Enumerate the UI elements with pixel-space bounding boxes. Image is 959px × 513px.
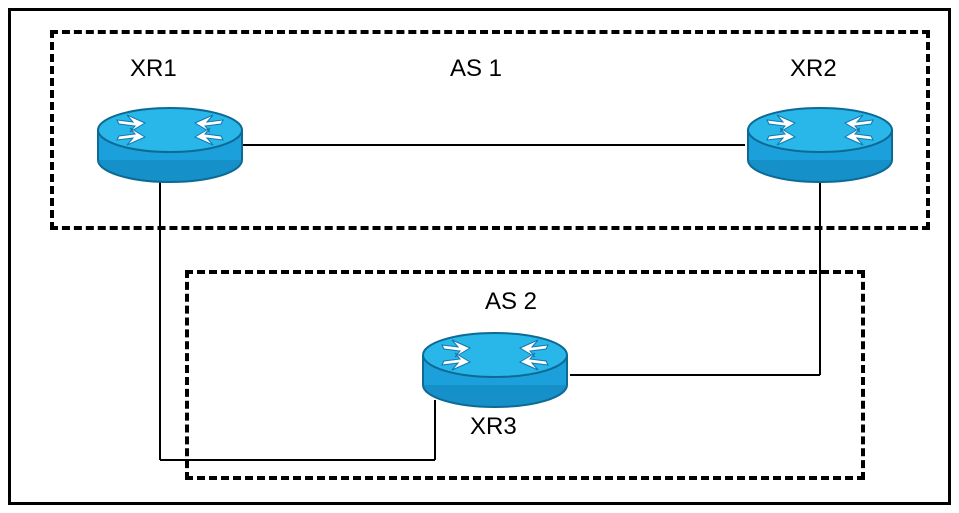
router-xr2 <box>745 105 895 180</box>
router-label-xr3: XR3 <box>470 413 517 441</box>
as-label-1: AS 1 <box>450 55 502 83</box>
as-label-2: AS 2 <box>485 288 537 316</box>
router-xr1 <box>95 105 245 180</box>
router-xr3 <box>420 330 570 405</box>
router-label-xr2: XR2 <box>790 55 837 83</box>
router-label-xr1: XR1 <box>130 55 177 83</box>
